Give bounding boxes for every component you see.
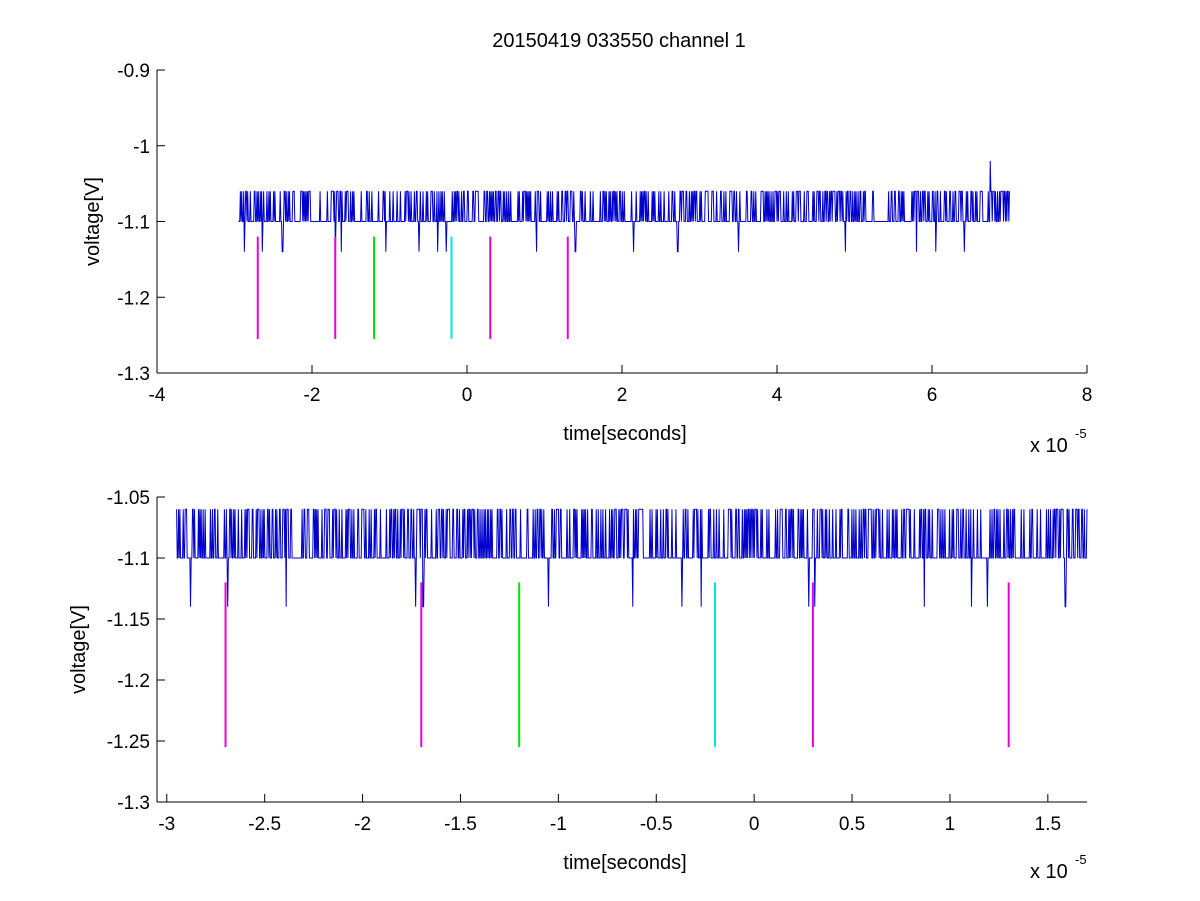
x-tick-label: 0.5 bbox=[839, 814, 865, 835]
x-tick-label: -2 bbox=[354, 814, 371, 835]
series-line bbox=[238, 160, 1010, 253]
y-tick-label: -1.1 bbox=[117, 549, 150, 570]
x-tick-label: 0 bbox=[749, 814, 760, 835]
y-tick-label: -1.1 bbox=[117, 213, 150, 234]
chart-panel-bottom: -3 -2.5 -2 -1.5 -1 -0.5 0 0.5 1 1.5 -1.3 -1.25 -1.2 -… bbox=[68, 488, 1088, 883]
x-multiplier-label: x 10 bbox=[1030, 435, 1068, 457]
x-tick-label: -2 bbox=[304, 385, 321, 406]
x-axis-label: time[seconds] bbox=[563, 852, 686, 874]
y-tick-label: -1.3 bbox=[117, 364, 150, 385]
x-tick-label: -1 bbox=[550, 814, 567, 835]
y-tick-label: -1.2 bbox=[117, 671, 150, 692]
y-tick-label: -1.25 bbox=[107, 732, 150, 753]
x-tick-label: 4 bbox=[772, 385, 783, 406]
x-tick-label: -1.5 bbox=[444, 814, 477, 835]
y-tick-label: -1.15 bbox=[107, 610, 150, 631]
figure-title: 20150419 033550 channel 1 bbox=[492, 30, 746, 52]
x-axis-label: time[seconds] bbox=[563, 423, 686, 445]
y-axis-label: voltage[V] bbox=[68, 605, 90, 694]
series-line bbox=[176, 508, 1088, 608]
x-tick-label: -2.5 bbox=[248, 814, 281, 835]
x-tick-label: -0.5 bbox=[640, 814, 673, 835]
x-tick-label: 6 bbox=[927, 385, 938, 406]
x-multiplier-exponent: -5 bbox=[1075, 426, 1087, 441]
y-tick-label: -1.05 bbox=[107, 488, 150, 509]
x-tick-label: -4 bbox=[149, 385, 166, 406]
x-tick-label: -3 bbox=[158, 814, 175, 835]
y-tick-label: -1 bbox=[133, 137, 150, 158]
x-tick-label: 0 bbox=[462, 385, 473, 406]
y-axis-label: voltage[V] bbox=[82, 177, 104, 266]
x-tick-label: 1 bbox=[945, 814, 956, 835]
x-tick-label: 8 bbox=[1082, 385, 1093, 406]
x-multiplier-label: x 10 bbox=[1030, 861, 1068, 883]
y-tick-label: -0.9 bbox=[117, 61, 150, 82]
x-tick-label: 1.5 bbox=[1035, 814, 1061, 835]
chart-panel-top: -4 -2 0 2 4 6 8 -1.3 -1.2 -1.1 -1 -0.9 time[seconds]… bbox=[82, 61, 1092, 457]
y-tick-label: -1.2 bbox=[117, 288, 150, 309]
x-multiplier-exponent: -5 bbox=[1075, 852, 1087, 867]
y-tick-label: -1.3 bbox=[117, 793, 150, 814]
x-tick-label: 2 bbox=[617, 385, 628, 406]
